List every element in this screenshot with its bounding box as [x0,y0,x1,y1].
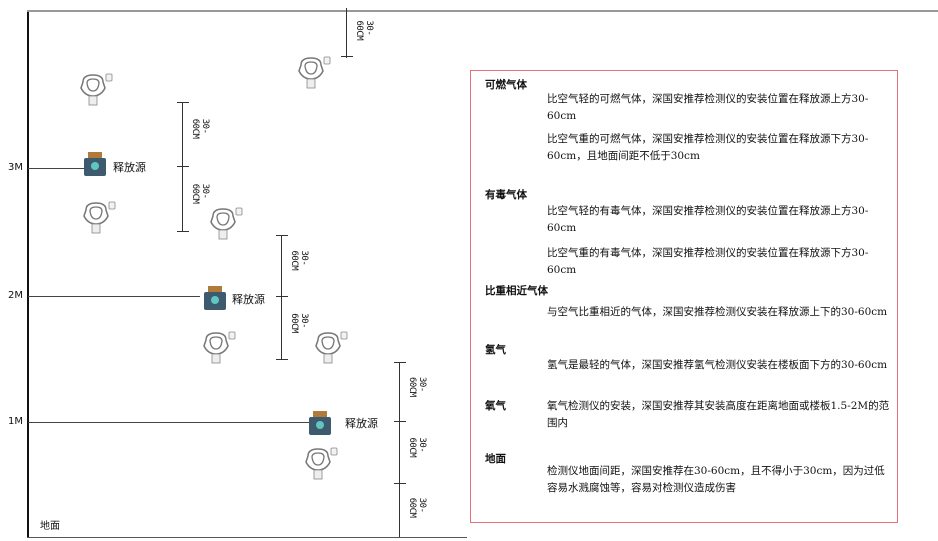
section-heading: 可燃气体 [485,79,527,91]
section-text: 比空气轻的有毒气体，深国安推荐检测仪的安装位置在释放源上方30-60cm [547,205,869,234]
gas-detector-icon [203,331,236,364]
source-label: 释放源 [345,417,378,430]
installation-guide-box: 可燃气体 比空气轻的可燃气体，深国安推荐检测仪的安装位置在释放源上方30-60c… [470,70,898,523]
section-text: 检测仪地面间距，深国安推荐在30-60cm，且不得小于30cm，因为过低容易水溅… [547,465,885,494]
section-heading: 氢气 [485,344,506,356]
section-text: 比空气重的有毒气体，深国安推荐检测仪的安装位置在释放源下方30-60cm [547,247,869,276]
wall-line [27,10,29,538]
dimension-marker: 30-60CM [394,484,427,537]
floor-label-2m: 2M [8,290,23,301]
ground-label: 地面 [40,521,60,532]
gas-detector-icon [298,56,331,89]
section-text: 氧气检测仪的安装，深国安推荐其安装高度在距离地面或楼板1.5-2M的范围内 [547,400,890,429]
dimension-marker: 30-60CM [341,8,374,58]
source-label: 释放源 [113,161,146,174]
gas-detector-icon [305,447,338,480]
section-text: 比空气轻的可燃气体，深国安推荐检测仪的安装位置在释放源上方30-60cm [547,93,869,122]
floor-line-1m [28,422,310,423]
floor-label-3m: 3M [8,162,23,173]
gas-source-icon [204,286,226,310]
section-text: 氢气是最轻的气体，深国安推荐氢气检测仪安装在楼板面下方的30-60cm [547,359,888,371]
floor-line-2m [28,296,200,297]
section-heading: 氧气 [485,400,506,412]
floor-line-3m [28,168,84,169]
gas-detector-icon [80,73,113,106]
gas-detector-icon [210,207,243,240]
section-heading: 地面 [485,453,506,465]
source-label: 释放源 [232,293,265,306]
gas-detector-icon [315,331,348,364]
dimension-marker: 30-60CM [276,297,309,360]
section-heading: 有毒气体 [485,189,527,201]
dimension-marker: 30-60CM [394,422,427,484]
gas-detector-icon [83,201,116,234]
section-heading: 比重相近气体 [485,285,548,297]
dimension-marker: 30-60CM [276,235,309,297]
dimension-marker: 30-60CM [177,167,210,232]
floor-label-1m: 1M [8,416,23,427]
dimension-marker: 30-60CM [394,362,427,422]
section-text: 比空气重的可燃气体，深国安推荐检测仪的安装位置在释放源下方30-60cm，且地面… [547,133,869,162]
ground-line [27,537,467,538]
ceiling-line [27,10,938,12]
section-text: 与空气比重相近的气体，深国安推荐检测仪安装在释放源上下的30-60cm [547,306,888,318]
gas-source-icon [84,152,106,176]
dimension-marker: 30-60CM [177,102,210,167]
gas-source-icon [309,411,331,435]
